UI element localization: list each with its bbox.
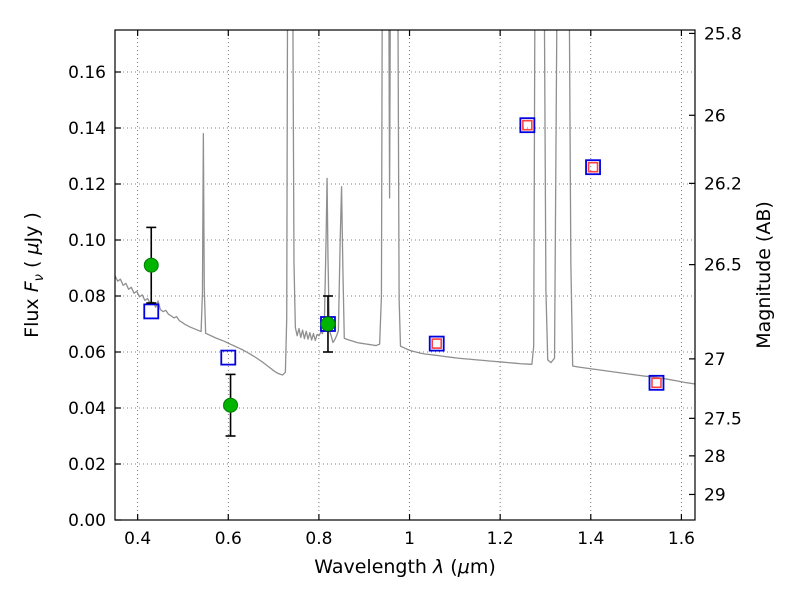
y-right-tick-label: 28 bbox=[704, 447, 726, 467]
observed-point bbox=[143, 257, 159, 273]
x-tick-label: 1 bbox=[404, 529, 415, 549]
y-left-tick-label: 0.06 bbox=[68, 343, 106, 363]
y-axis-label-right: Magnitude (AB) bbox=[753, 201, 775, 349]
model-point-inner bbox=[651, 377, 662, 389]
y-right-tick-label: 29 bbox=[704, 485, 726, 505]
x-tick-label: 0.8 bbox=[305, 529, 332, 549]
x-axis-label: Wavelength λ (μm) bbox=[314, 556, 495, 578]
model-point-outer bbox=[519, 117, 536, 134]
y-right-tick-label: 27 bbox=[704, 350, 726, 370]
y-left-tick-label: 0.04 bbox=[68, 399, 106, 419]
model-point-outer bbox=[585, 159, 601, 176]
plot-border bbox=[114, 29, 696, 521]
y-left-tick-label: 0.08 bbox=[68, 287, 106, 307]
y-left-tick-label: 0.16 bbox=[68, 63, 106, 83]
model-point-outer bbox=[220, 349, 237, 366]
x-tick-label: 0.6 bbox=[215, 529, 242, 549]
y-left-tick-label: 0.00 bbox=[68, 511, 106, 531]
y-right-tick-label: 26.5 bbox=[704, 256, 742, 276]
y-axis-label-left: Flux Fν ( μJy ) bbox=[21, 212, 47, 338]
x-tick-label: 0.4 bbox=[124, 529, 151, 549]
x-tick-label: 1.4 bbox=[577, 529, 604, 549]
model-spectrum-line bbox=[115, 30, 695, 385]
y-left-tick-label: 0.02 bbox=[68, 455, 106, 475]
model-point-inner bbox=[522, 119, 533, 131]
y-right-tick-label: 26 bbox=[704, 106, 726, 126]
x-tick-label: 1.2 bbox=[487, 529, 514, 549]
y-left-tick-label: 0.10 bbox=[68, 231, 106, 251]
x-tick-label: 1.6 bbox=[668, 529, 695, 549]
y-right-tick-label: 27.5 bbox=[704, 409, 742, 429]
model-point-inner bbox=[431, 338, 443, 349]
y-left-tick-label: 0.12 bbox=[68, 175, 106, 195]
model-point-outer bbox=[648, 374, 665, 391]
model-point-outer bbox=[428, 335, 445, 352]
y-right-tick-label: 25.8 bbox=[704, 24, 742, 44]
y-right-tick-label: 26.2 bbox=[704, 174, 742, 194]
model-point-inner bbox=[587, 161, 599, 173]
observed-point bbox=[320, 316, 336, 332]
model-point-outer bbox=[143, 303, 160, 320]
observed-point bbox=[223, 397, 239, 413]
y-left-tick-label: 0.14 bbox=[68, 119, 106, 139]
